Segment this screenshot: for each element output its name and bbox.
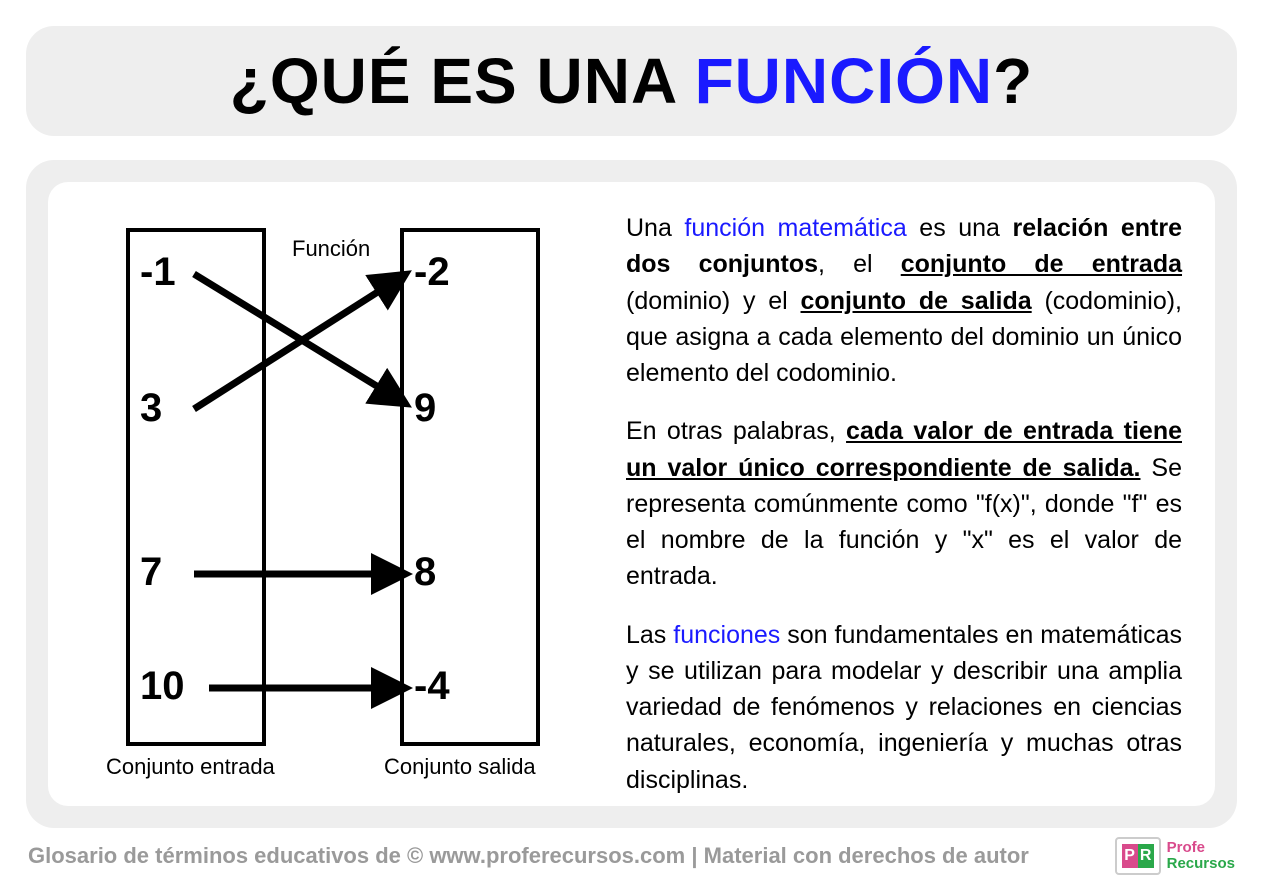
logo-line-2: Recursos (1167, 856, 1235, 872)
output-set-label: Conjunto salida (384, 754, 536, 780)
paragraph-1: Una función matemática es una relación e… (626, 210, 1182, 391)
footer-sep: | (685, 843, 703, 868)
title-post: ? (993, 45, 1033, 117)
p1-mid: es una (907, 214, 1013, 242)
page-title: ¿QUÉ ES UNA FUNCIÓN? (230, 44, 1033, 118)
p1-underline-1: conjunto de entrada (901, 250, 1182, 278)
footer: Glosario de términos educativos de © www… (28, 837, 1235, 875)
title-panel: ¿QUÉ ES UNA FUNCIÓN? (26, 26, 1237, 136)
p1-c2: (dominio) y el (626, 287, 801, 315)
brand-logo: P R Profe Recursos (1115, 837, 1235, 875)
p1-c1: , el (818, 250, 901, 278)
content-inner: Función -1 3 7 10 -2 9 8 -4 Conjunto en (48, 182, 1215, 806)
p1-underline-2: conjunto de salida (801, 287, 1032, 315)
input-set-label: Conjunto entrada (106, 754, 275, 780)
p3-keyword: funciones (673, 621, 780, 649)
paragraph-3: Las funciones son fundamentales en matem… (626, 617, 1182, 798)
p3-pre: Las (626, 621, 673, 649)
function-mapping-diagram: Función -1 3 7 10 -2 9 8 -4 Conjunto en (86, 214, 606, 794)
logo-badge: P R (1115, 837, 1161, 875)
mapping-arrows (86, 214, 606, 794)
p1-keyword: función matemática (684, 214, 906, 242)
footer-text: Glosario de términos educativos de © www… (28, 843, 1029, 869)
footer-left: Glosario de términos educativos de © www… (28, 843, 685, 868)
logo-letter-p: P (1122, 844, 1138, 868)
p1-pre: Una (626, 214, 684, 242)
title-highlight: FUNCIÓN (695, 45, 994, 117)
title-pre: ¿QUÉ ES UNA (230, 45, 695, 117)
logo-text: Profe Recursos (1167, 840, 1235, 872)
explanation-text: Una función matemática es una relación e… (626, 210, 1182, 820)
logo-letter-r: R (1138, 844, 1154, 868)
content-panel: Función -1 3 7 10 -2 9 8 -4 Conjunto en (26, 160, 1237, 828)
logo-line-1: Profe (1167, 840, 1235, 856)
p2-pre: En otras palabras, (626, 417, 846, 445)
paragraph-2: En otras palabras, cada valor de entrada… (626, 413, 1182, 594)
footer-right: Material con derechos de autor (704, 843, 1029, 868)
